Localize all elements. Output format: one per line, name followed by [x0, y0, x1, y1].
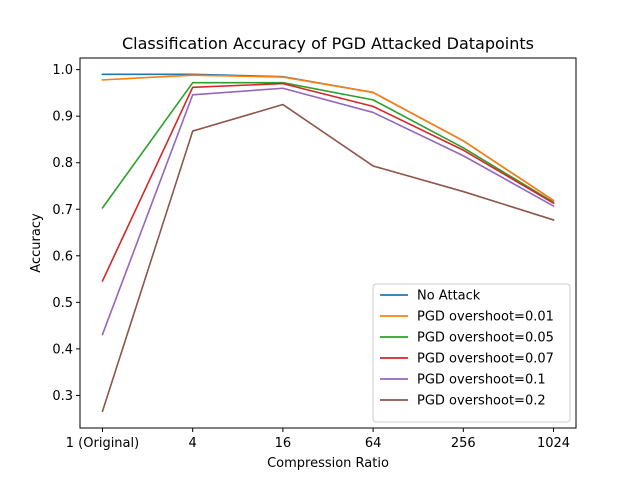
- legend-entry-label: PGD overshoot=0.07: [417, 352, 554, 367]
- x-axis: 1 (Original) 4 16 64 256 1024: [66, 428, 570, 451]
- legend-entry-label: PGD overshoot=0.05: [417, 331, 554, 346]
- series-line-1: [101, 74, 555, 202]
- x-tick-label: 256: [451, 436, 476, 451]
- legend-entry-label: PGD overshoot=0.01: [417, 310, 554, 325]
- legend-entry-label: No Attack: [417, 289, 481, 304]
- series-line-2: [101, 81, 555, 209]
- x-tick-label: 64: [365, 436, 382, 451]
- y-tick-label: 0.7: [52, 203, 73, 218]
- x-tick-label: 16: [275, 436, 292, 451]
- chart-title: Classification Accuracy of PGD Attacked …: [122, 34, 534, 53]
- legend: No Attack PGD overshoot=0.01 PGD overshoot…: [372, 283, 571, 423]
- series-lines: [101, 73, 555, 413]
- legend-box: [372, 283, 571, 423]
- y-axis: 0.3 0.4 0.5 0.6 0.7 0.8 0.9 1.0: [52, 63, 80, 404]
- series-line-5: [101, 103, 555, 413]
- y-tick-label: 0.6: [52, 249, 73, 264]
- y-tick-label: 0.3: [52, 389, 73, 404]
- y-tick-label: 0.4: [52, 342, 73, 357]
- legend-entry-label: PGD overshoot=0.2: [417, 394, 546, 409]
- plot-frame: [79, 57, 577, 429]
- y-tick-label: 0.8: [52, 156, 73, 171]
- x-tick-label: 4: [189, 436, 197, 451]
- legend-entry-label: PGD overshoot=0.1: [417, 373, 546, 388]
- x-tick-label: 1024: [537, 436, 570, 451]
- y-tick-label: 1.0: [52, 63, 73, 78]
- x-tick-label: 1 (Original): [66, 436, 139, 451]
- x-axis-label: Compression Ratio: [267, 456, 389, 471]
- y-tick-label: 0.5: [52, 296, 73, 311]
- y-tick-label: 0.9: [52, 110, 73, 125]
- series-line-4: [101, 87, 555, 336]
- series-line-3: [101, 82, 555, 282]
- y-axis-label: Accuracy: [29, 213, 44, 273]
